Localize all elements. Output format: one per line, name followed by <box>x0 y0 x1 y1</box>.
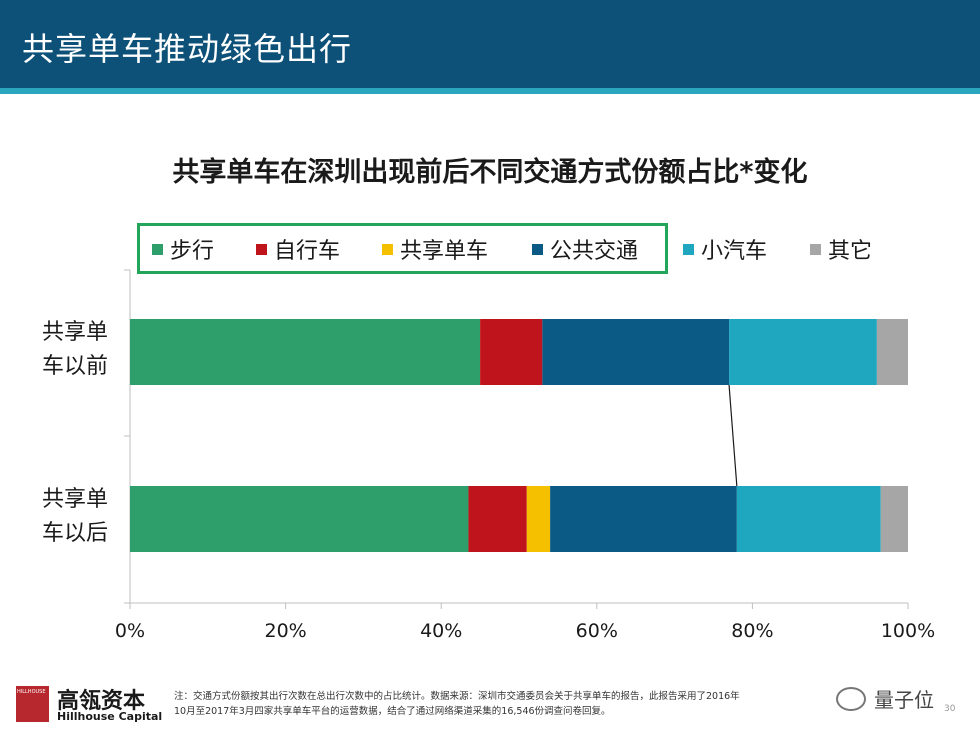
legend-box <box>137 223 668 274</box>
category-label-before: 共享单 车以前 <box>30 316 120 384</box>
bar-segment-after-3 <box>550 486 737 552</box>
legend-label: 共享单车 <box>400 239 489 264</box>
bar-segment-after-0 <box>130 486 469 552</box>
x-tick-label: 40% <box>420 620 463 642</box>
category-label-before-line2: 车以前 <box>41 354 108 379</box>
wechat-icon <box>836 686 866 711</box>
slide-title: 共享单车推动绿色出行 <box>22 30 353 68</box>
brand-name-en: Hillhouse Capital <box>57 710 163 723</box>
public-transit-connector-line <box>728 384 738 487</box>
category-label-before-line1: 共享单 <box>41 320 108 345</box>
bar-segment-before-3 <box>542 319 730 385</box>
logo-small-text: HILLHOUSE <box>17 689 46 695</box>
bar-segment-before-5 <box>876 319 908 385</box>
legend-swatch <box>256 243 267 255</box>
page-number: 30 <box>944 704 956 714</box>
legend-item: 公共交通 <box>532 233 638 265</box>
category-label-after: 共享单 车以后 <box>30 483 120 551</box>
legend-swatch <box>532 243 543 255</box>
legend-item: 自行车 <box>256 233 340 265</box>
legend-item: 小汽车 <box>683 233 767 265</box>
footnote-line1: 注：交通方式份额按其出行次数在总出行次数中的占比统计。数据来源：深圳市交通委员会… <box>174 691 740 702</box>
bar-segment-after-2 <box>526 486 551 552</box>
slide-header <box>0 0 980 88</box>
x-tick-label: 100% <box>880 620 936 642</box>
legend-label: 公共交通 <box>550 239 639 264</box>
legend-swatch <box>810 243 821 255</box>
footnote-line2: 10月至2017年3月四家共享单车平台的运营数据，结合了通过网络渠道采集的16,… <box>174 706 611 717</box>
legend-item: 其它 <box>810 233 872 265</box>
footnote: 注：交通方式份额按其出行次数在总出行次数中的占比统计。数据来源：深圳市交通委员会… <box>174 689 824 719</box>
x-tick-label: 0% <box>114 620 146 642</box>
legend-label: 其它 <box>828 239 873 264</box>
bar-segment-after-5 <box>880 486 908 552</box>
legend-item: 共享单车 <box>382 233 488 265</box>
category-label-after-line2: 车以后 <box>41 521 108 546</box>
legend-item: 步行 <box>152 233 214 265</box>
header-accent-line <box>0 88 980 94</box>
x-tick-label: 80% <box>731 620 774 642</box>
brand-name-cn: 高瓴资本 <box>57 689 146 714</box>
bar-segment-after-4 <box>736 486 881 552</box>
watermark: 量子位 <box>836 684 934 713</box>
bar-segment-before-0 <box>130 319 481 385</box>
chart-title: 共享单车在深圳出现前后不同交通方式份额占比*变化 <box>172 157 808 188</box>
category-label-after-line1: 共享单 <box>41 487 108 512</box>
bar-segment-before-1 <box>480 319 543 385</box>
x-tick-label: 60% <box>575 620 618 642</box>
bar-segment-before-4 <box>729 319 877 385</box>
hillhouse-logo <box>16 686 49 722</box>
legend-label: 步行 <box>170 239 215 264</box>
bar-segment-after-1 <box>468 486 527 552</box>
legend-label: 小汽车 <box>701 239 768 264</box>
legend-swatch <box>683 243 694 255</box>
legend-label: 自行车 <box>274 239 341 264</box>
legend-swatch <box>152 243 163 255</box>
legend-swatch <box>382 243 393 255</box>
watermark-text: 量子位 <box>874 688 934 712</box>
x-tick-label: 20% <box>264 620 307 642</box>
